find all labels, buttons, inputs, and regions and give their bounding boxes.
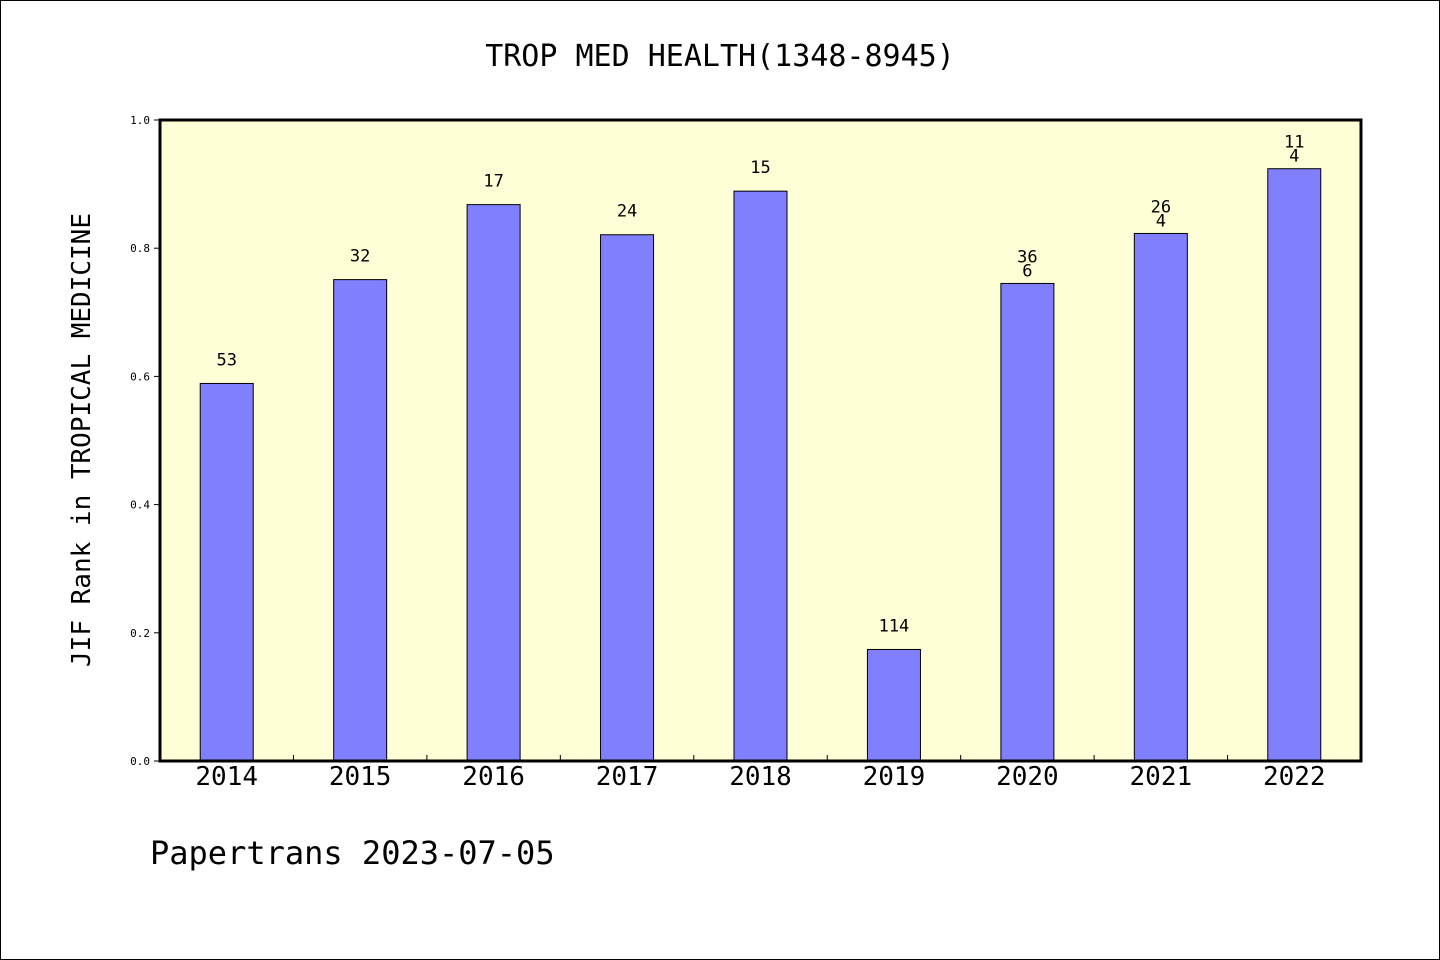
data-label-2019: 114 bbox=[879, 616, 910, 636]
data-label-2017: 24 bbox=[617, 202, 637, 222]
bar-2022 bbox=[1267, 168, 1322, 762]
data-label-2022-line1: 11 bbox=[1284, 133, 1304, 153]
y-tick-label-0.8: 0.8 bbox=[130, 242, 150, 255]
plot-border bbox=[158, 118, 1363, 763]
data-label-2021-line2: 4 bbox=[1156, 211, 1166, 231]
data-label-2022-line2: 4 bbox=[1289, 147, 1299, 167]
y-axis-label: JIF Rank in TROPICAL MEDICINE bbox=[67, 213, 97, 667]
data-label-2018: 15 bbox=[750, 158, 770, 178]
x-tick-label-2019: 2019 bbox=[863, 762, 926, 792]
bar-2021 bbox=[1133, 232, 1188, 762]
x-tick-label-2017: 2017 bbox=[596, 762, 659, 792]
y-tick-label-0.2: 0.2 bbox=[130, 627, 150, 640]
bar-2015 bbox=[333, 279, 388, 762]
bar-2017 bbox=[600, 234, 655, 762]
footer-watermark: Papertrans 2023-07-05 bbox=[150, 834, 555, 872]
y-tick-label-1.0: 1.0 bbox=[130, 114, 150, 127]
data-label-2020-line1: 36 bbox=[1017, 247, 1037, 267]
data-label-2021-line1: 26 bbox=[1151, 197, 1171, 217]
data-label-2014: 53 bbox=[216, 350, 236, 370]
x-tick-label-2021: 2021 bbox=[1130, 762, 1193, 792]
bar-2014 bbox=[199, 382, 254, 762]
chart-title: TROP MED HEALTH(1348-8945) bbox=[485, 39, 955, 74]
bar-2018 bbox=[733, 190, 788, 762]
y-tick-label-0.4: 0.4 bbox=[130, 499, 150, 512]
data-label-2015: 32 bbox=[350, 247, 370, 267]
bar-2019 bbox=[866, 648, 921, 762]
bars-layer bbox=[199, 168, 1322, 762]
y-tick-label-0.0: 0.0 bbox=[130, 755, 150, 768]
data-label-2020-line2: 6 bbox=[1022, 261, 1032, 281]
x-tick-label-2014: 2014 bbox=[195, 762, 258, 792]
bar-2020 bbox=[1000, 282, 1055, 762]
x-tick-label-2015: 2015 bbox=[329, 762, 392, 792]
y-tick-label-0.6: 0.6 bbox=[130, 370, 150, 383]
x-tick-label-2018: 2018 bbox=[729, 762, 792, 792]
axis-layer: 2014 2015 2016 2017 2018 2019 2020 2021 2022 0.0 0… bbox=[130, 114, 1325, 792]
bar-2016 bbox=[466, 204, 521, 762]
data-label-2016: 17 bbox=[483, 172, 503, 192]
x-tick-label-2022: 2022 bbox=[1263, 762, 1326, 792]
x-tick-label-2016: 2016 bbox=[462, 762, 525, 792]
x-tick-label-2020: 2020 bbox=[996, 762, 1059, 792]
